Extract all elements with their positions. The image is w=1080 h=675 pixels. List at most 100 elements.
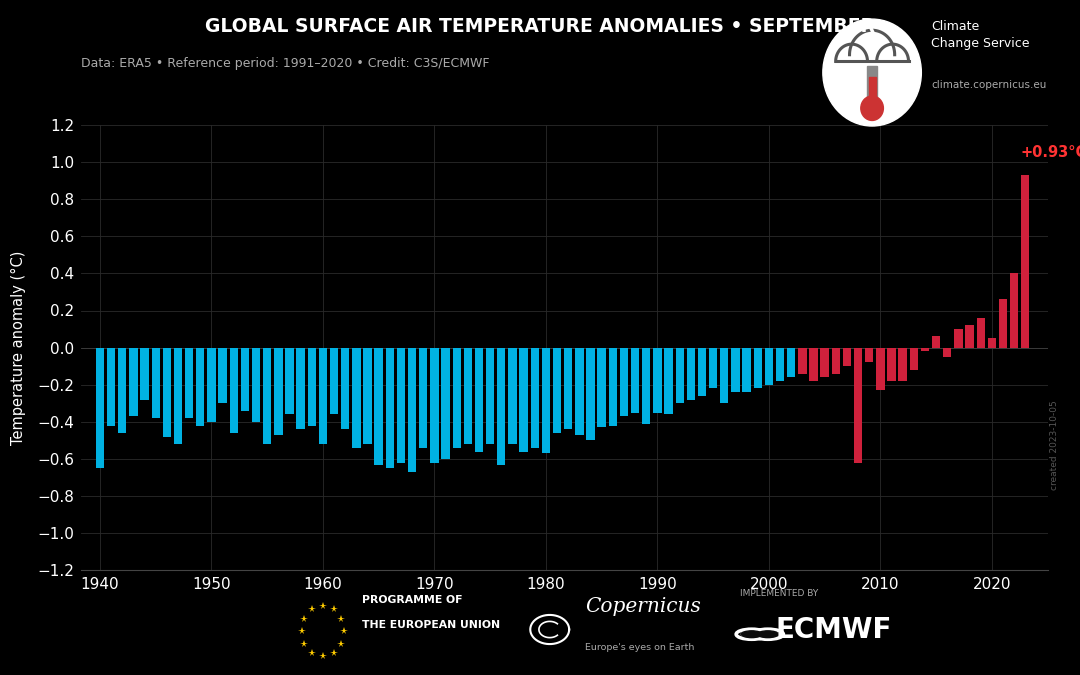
Bar xyxy=(264,348,271,444)
Bar xyxy=(475,348,483,452)
Bar xyxy=(396,348,405,463)
Bar xyxy=(296,348,305,429)
Bar xyxy=(955,329,962,348)
Bar xyxy=(899,348,907,381)
Bar xyxy=(497,348,505,464)
Bar xyxy=(597,348,606,427)
Bar xyxy=(798,348,807,374)
Circle shape xyxy=(741,631,762,638)
Bar xyxy=(643,348,650,424)
Bar xyxy=(197,348,204,426)
Bar xyxy=(631,348,639,412)
Bar xyxy=(163,348,171,437)
Bar xyxy=(341,348,350,429)
Text: IMPLEMENTED BY: IMPLEMENTED BY xyxy=(740,589,818,597)
Bar xyxy=(976,318,985,348)
Bar xyxy=(787,348,795,377)
Circle shape xyxy=(823,19,921,126)
Bar xyxy=(241,348,249,410)
Bar xyxy=(576,348,583,435)
Bar xyxy=(708,348,717,389)
Bar xyxy=(329,348,338,414)
Bar xyxy=(185,348,193,418)
Bar xyxy=(530,348,539,448)
Bar xyxy=(921,348,929,351)
Circle shape xyxy=(757,631,779,638)
Bar xyxy=(809,348,818,381)
Bar xyxy=(375,348,382,464)
Circle shape xyxy=(741,631,762,638)
Bar xyxy=(564,348,572,429)
Bar xyxy=(218,348,227,404)
Bar xyxy=(687,348,696,400)
Bar xyxy=(442,348,449,459)
Bar xyxy=(867,66,877,108)
Bar xyxy=(96,348,104,468)
Bar xyxy=(909,348,918,370)
Text: climate.copernicus.eu: climate.copernicus.eu xyxy=(931,80,1047,90)
Circle shape xyxy=(757,631,779,638)
Bar xyxy=(609,348,617,426)
Text: +0.93°C: +0.93°C xyxy=(1021,145,1080,160)
Text: Europe's eyes on Earth: Europe's eyes on Earth xyxy=(585,643,694,651)
Bar xyxy=(754,348,761,389)
Bar xyxy=(675,348,684,404)
Bar xyxy=(463,348,472,444)
Bar xyxy=(821,348,828,377)
Text: THE EUROPEAN UNION: THE EUROPEAN UNION xyxy=(362,620,500,630)
Bar xyxy=(865,348,874,362)
Bar xyxy=(174,348,183,444)
Bar xyxy=(876,348,885,390)
Bar xyxy=(1021,175,1029,348)
Y-axis label: Temperature anomaly (°C): Temperature anomaly (°C) xyxy=(11,250,26,445)
Text: Data: ERA5 • Reference period: 1991–2020 • Credit: C3S/ECMWF: Data: ERA5 • Reference period: 1991–2020… xyxy=(81,57,489,70)
Bar xyxy=(586,348,595,441)
Bar xyxy=(230,348,238,433)
Bar xyxy=(943,348,951,357)
Bar xyxy=(408,348,416,472)
Text: Copernicus: Copernicus xyxy=(585,597,701,616)
Bar xyxy=(118,348,126,433)
Bar xyxy=(932,337,941,348)
Bar xyxy=(720,348,729,404)
Bar xyxy=(542,348,550,454)
Bar xyxy=(363,348,372,444)
Bar xyxy=(151,348,160,418)
Text: created 2023-10-05: created 2023-10-05 xyxy=(1050,400,1058,490)
Text: PROGRAMME OF: PROGRAMME OF xyxy=(362,595,462,605)
Bar xyxy=(274,348,283,435)
Bar xyxy=(285,348,294,414)
Bar xyxy=(988,338,996,348)
Text: GLOBAL SURFACE AIR TEMPERATURE ANOMALIES • SEPTEMBER: GLOBAL SURFACE AIR TEMPERATURE ANOMALIES… xyxy=(205,17,875,36)
Text: Change Service: Change Service xyxy=(931,37,1029,50)
Text: Climate: Climate xyxy=(931,20,980,33)
Bar xyxy=(430,348,438,463)
Bar xyxy=(130,348,137,416)
Bar xyxy=(252,348,260,422)
Bar xyxy=(765,348,773,385)
Bar xyxy=(620,348,629,416)
Bar xyxy=(742,348,751,392)
Bar xyxy=(731,348,740,392)
Bar xyxy=(509,348,516,444)
Bar xyxy=(453,348,461,448)
Bar xyxy=(553,348,562,433)
Bar xyxy=(352,348,361,448)
Bar xyxy=(653,348,662,412)
Circle shape xyxy=(861,96,883,120)
Bar xyxy=(107,348,116,426)
Bar xyxy=(868,77,876,108)
Bar xyxy=(519,348,528,452)
Bar xyxy=(386,348,394,468)
Bar xyxy=(308,348,316,426)
Bar xyxy=(664,348,673,414)
Bar xyxy=(207,348,216,422)
Bar xyxy=(999,300,1008,348)
Bar xyxy=(888,348,895,381)
Bar xyxy=(966,325,974,348)
Bar xyxy=(842,348,851,366)
Bar xyxy=(1010,273,1018,348)
Bar xyxy=(698,348,706,396)
Bar xyxy=(486,348,495,444)
Bar xyxy=(319,348,327,444)
